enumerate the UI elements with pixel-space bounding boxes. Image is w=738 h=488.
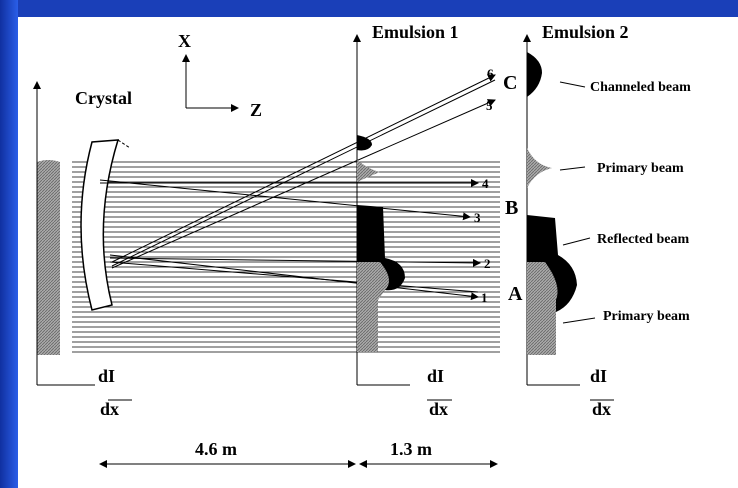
label: Crystal	[75, 88, 132, 108]
beam-label: Reflected beam	[597, 232, 689, 247]
ray-label: 4	[482, 176, 489, 191]
deriv: dI	[590, 366, 607, 386]
frame-left	[0, 0, 18, 488]
region: A	[508, 283, 523, 305]
ray-label: 6	[487, 66, 494, 81]
deriv: dx	[100, 399, 119, 419]
distance: 4.6 m	[195, 439, 237, 459]
region: B	[505, 197, 518, 219]
page: X Z Crystal Emulsion 1 Emulsion 2 A B C …	[0, 0, 738, 488]
beam-label: Primary beam	[603, 309, 690, 324]
ray-label: 1	[481, 290, 488, 305]
deriv: dI	[98, 366, 115, 386]
profile-crystal	[37, 160, 60, 355]
profile-e2	[527, 262, 558, 355]
label: Emulsion 1	[372, 22, 459, 42]
beam-label: Channeled beam	[590, 80, 691, 95]
ray-label: 2	[484, 256, 491, 271]
ray-label: 3	[474, 210, 481, 225]
beam-label: Primary beam	[597, 161, 684, 176]
region: C	[503, 72, 517, 94]
deriv: dI	[427, 366, 444, 386]
axis-label: Z	[250, 100, 262, 120]
deriv: dx	[429, 399, 448, 419]
distance: 1.3 m	[390, 439, 432, 459]
label: Emulsion 2	[542, 22, 629, 42]
deriv: dx	[592, 399, 611, 419]
ray-label: 5	[486, 98, 493, 113]
axis-label: X	[178, 31, 191, 51]
slide: X Z Crystal Emulsion 1 Emulsion 2 A B C …	[0, 0, 738, 488]
